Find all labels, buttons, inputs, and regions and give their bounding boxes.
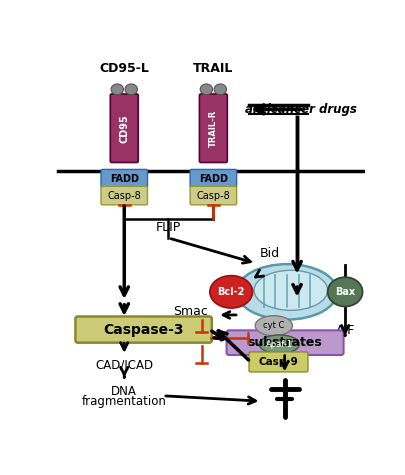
Text: Caspase-3: Caspase-3 bbox=[103, 323, 184, 337]
Text: Smac: Smac bbox=[173, 304, 207, 318]
FancyBboxPatch shape bbox=[190, 170, 237, 188]
Text: DNA: DNA bbox=[111, 385, 137, 399]
Text: TRAIL: TRAIL bbox=[193, 62, 234, 75]
Ellipse shape bbox=[111, 84, 124, 95]
FancyBboxPatch shape bbox=[101, 186, 147, 205]
Text: fragmentation: fragmentation bbox=[82, 395, 167, 408]
Ellipse shape bbox=[237, 264, 337, 320]
FancyBboxPatch shape bbox=[75, 316, 212, 342]
Text: CAD/ICAD: CAD/ICAD bbox=[95, 359, 153, 371]
Text: Casp-9: Casp-9 bbox=[259, 357, 298, 367]
Ellipse shape bbox=[125, 84, 137, 95]
Text: Apaf-1: Apaf-1 bbox=[266, 340, 293, 349]
Ellipse shape bbox=[200, 84, 213, 95]
Text: FADD: FADD bbox=[110, 174, 139, 184]
Text: Bcl-2: Bcl-2 bbox=[217, 287, 245, 297]
Text: Bax: Bax bbox=[335, 287, 355, 297]
Ellipse shape bbox=[259, 335, 299, 353]
Text: substrates: substrates bbox=[247, 336, 322, 349]
Text: FLIP: FLIP bbox=[156, 221, 181, 235]
FancyBboxPatch shape bbox=[101, 170, 147, 188]
Text: CD95-L: CD95-L bbox=[99, 62, 149, 75]
Text: Bid: Bid bbox=[260, 247, 280, 260]
Ellipse shape bbox=[255, 316, 292, 336]
Text: CD95: CD95 bbox=[119, 114, 129, 142]
Ellipse shape bbox=[254, 270, 328, 310]
Text: anticancer drugs: anticancer drugs bbox=[245, 103, 357, 116]
Ellipse shape bbox=[328, 277, 362, 306]
Text: Casp-8: Casp-8 bbox=[196, 190, 230, 200]
Text: AIF: AIF bbox=[335, 324, 355, 337]
Ellipse shape bbox=[214, 84, 226, 95]
Ellipse shape bbox=[210, 276, 252, 308]
Text: Casp-8: Casp-8 bbox=[107, 190, 141, 200]
FancyBboxPatch shape bbox=[249, 352, 308, 372]
Text: cyt C: cyt C bbox=[263, 321, 285, 330]
FancyBboxPatch shape bbox=[190, 186, 237, 205]
FancyBboxPatch shape bbox=[226, 330, 343, 355]
Text: TRAIL-R: TRAIL-R bbox=[209, 110, 218, 147]
FancyBboxPatch shape bbox=[110, 94, 138, 162]
Text: FADD: FADD bbox=[199, 174, 228, 184]
Text: IAP: IAP bbox=[192, 332, 211, 344]
FancyBboxPatch shape bbox=[199, 94, 227, 162]
